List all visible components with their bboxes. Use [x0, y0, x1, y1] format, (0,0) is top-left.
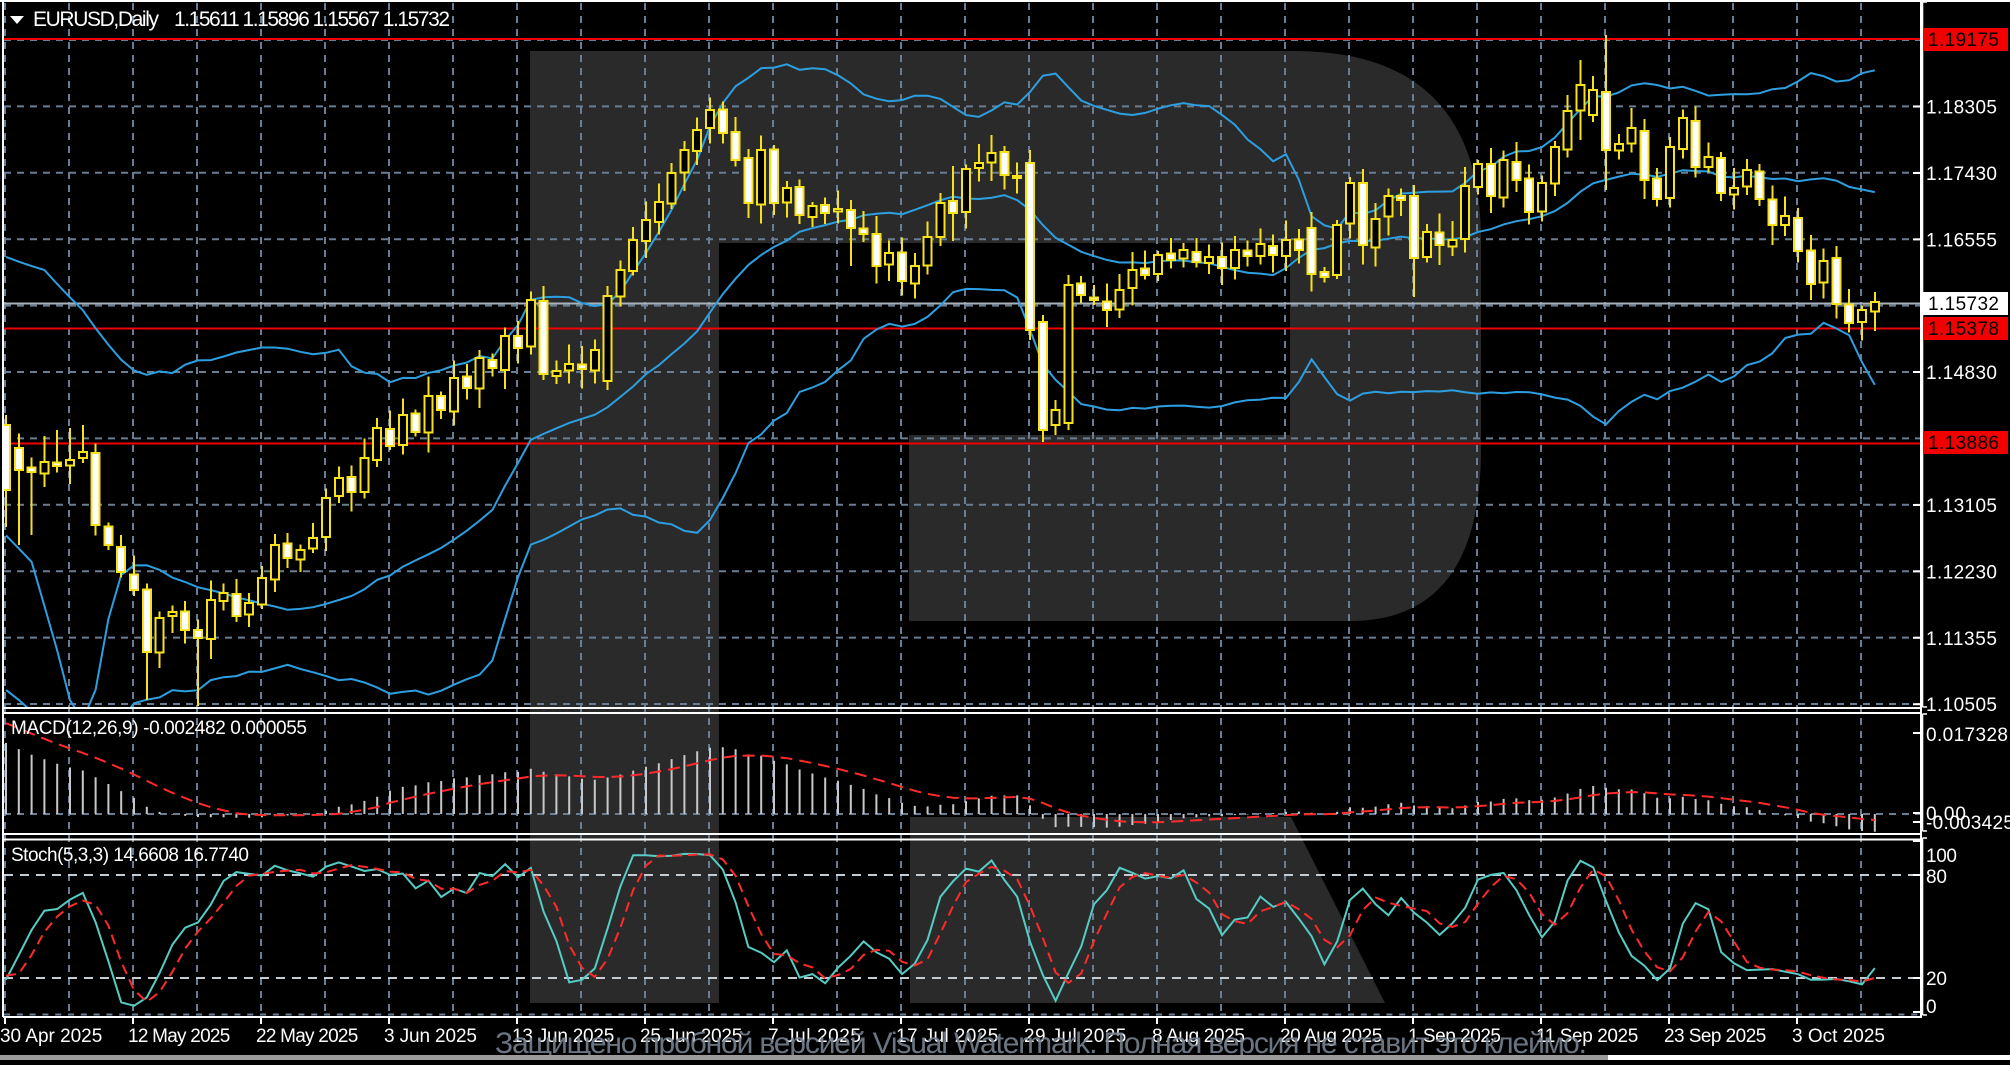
svg-text:17 Jul 2025: 17 Jul 2025: [896, 1026, 998, 1047]
svg-text:1.19175: 1.19175: [1928, 30, 1999, 51]
svg-text:3 Jun 2025: 3 Jun 2025: [384, 1026, 477, 1047]
svg-text:1.15378: 1.15378: [1928, 319, 1999, 340]
svg-text:1.14830: 1.14830: [1926, 363, 1997, 384]
svg-text:80: 80: [1926, 867, 1947, 888]
svg-text:0.017328: 0.017328: [1926, 725, 2008, 746]
svg-text:EURUSD,Daily: EURUSD,Daily: [33, 8, 160, 31]
svg-text:3 Oct 2025: 3 Oct 2025: [1792, 1026, 1885, 1047]
svg-text:0.00: 0.00: [1926, 804, 1966, 825]
svg-text:1 Sep 2025: 1 Sep 2025: [1408, 1026, 1501, 1047]
svg-text:-0.003425: -0.003425: [1926, 813, 2010, 834]
svg-text:Stoch(5,3,3) 14.6608 16.7740: Stoch(5,3,3) 14.6608 16.7740: [11, 845, 249, 866]
svg-text:20: 20: [1926, 969, 1947, 990]
svg-text:1.15732: 1.15732: [1928, 294, 1999, 315]
svg-text:1.13105: 1.13105: [1926, 496, 1997, 517]
svg-text:0: 0: [1926, 997, 1937, 1018]
svg-text:1.16555: 1.16555: [1926, 230, 1997, 251]
svg-text:8 Aug 2025: 8 Aug 2025: [1152, 1026, 1245, 1047]
svg-text:1.17430: 1.17430: [1926, 164, 1997, 185]
svg-text:1.11355: 1.11355: [1926, 629, 1997, 650]
svg-text:29 Jul 2025: 29 Jul 2025: [1024, 1026, 1126, 1047]
svg-text:12 May 2025: 12 May 2025: [128, 1026, 230, 1047]
svg-text:1.12230: 1.12230: [1926, 562, 1997, 583]
svg-text:11 Sep 2025: 11 Sep 2025: [1536, 1026, 1638, 1047]
svg-text:25 Jun 2025: 25 Jun 2025: [640, 1026, 742, 1047]
svg-text:1.18305: 1.18305: [1926, 98, 1997, 119]
svg-text:1.10505: 1.10505: [1926, 695, 1997, 716]
svg-text:Защищено пробной версией Visua: Защищено пробной версией Visual Watermar…: [495, 1027, 1587, 1060]
svg-text:100: 100: [1926, 846, 1957, 867]
svg-text:1.15611 1.15896 1.15567 1.1573: 1.15611 1.15896 1.15567 1.15732: [174, 8, 450, 31]
svg-text:30 Apr 2025: 30 Apr 2025: [0, 1026, 102, 1047]
svg-text:13 Jun 2025: 13 Jun 2025: [512, 1026, 614, 1047]
svg-text:23 Sep 2025: 23 Sep 2025: [1664, 1026, 1766, 1047]
svg-text:22 May 2025: 22 May 2025: [256, 1026, 358, 1047]
svg-text:7 Jul 2025: 7 Jul 2025: [768, 1026, 861, 1047]
svg-text:MACD(12,26,9) -0.002482 0.0000: MACD(12,26,9) -0.002482 0.000055: [11, 718, 307, 739]
svg-text:20 Aug 2025: 20 Aug 2025: [1280, 1026, 1382, 1047]
svg-text:1.13886: 1.13886: [1928, 433, 1999, 454]
